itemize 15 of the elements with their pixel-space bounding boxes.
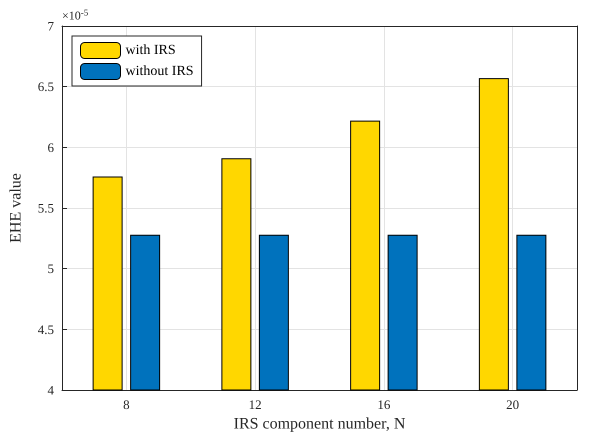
y-tick-label: 7 — [48, 18, 54, 34]
x-tick-label: 8 — [123, 397, 130, 412]
y-tick-label: 5 — [48, 261, 54, 276]
legend-label: without IRS — [126, 64, 194, 79]
legend-label: with IRS — [126, 43, 176, 58]
y-tick-label: 5.5 — [38, 200, 54, 216]
y-tick-label: 6.5 — [38, 79, 54, 94]
x-axis-title: IRS component number, N — [234, 416, 406, 432]
x-tick-label: 16 — [377, 397, 391, 412]
x-tick-label: 12 — [248, 397, 262, 412]
y-tick-label: 4 — [48, 382, 54, 398]
y-tick-label: 4.5 — [38, 322, 54, 337]
x-tick-label: 20 — [506, 397, 520, 412]
y-tick-label: 6 — [48, 140, 54, 155]
y-axis-title: EHE value — [8, 173, 24, 243]
